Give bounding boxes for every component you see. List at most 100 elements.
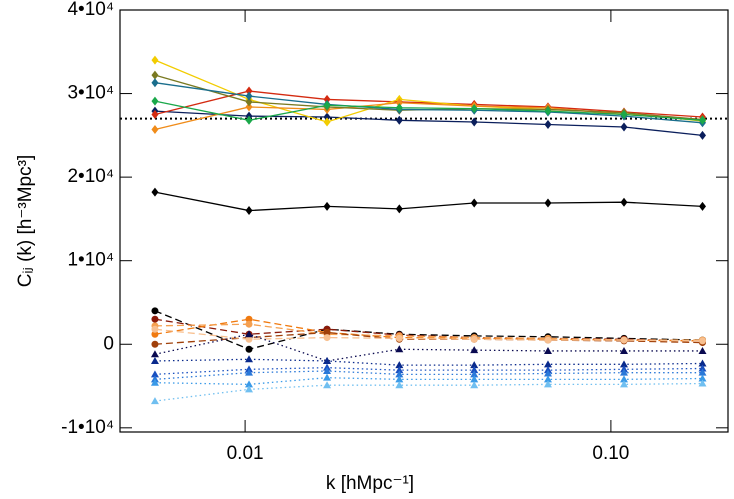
marker (245, 102, 253, 112)
marker (245, 330, 254, 338)
series-line (154, 110, 703, 136)
marker (619, 380, 628, 388)
marker (395, 366, 404, 374)
marker (245, 315, 253, 323)
marker (470, 335, 478, 343)
marker (395, 103, 403, 113)
marker (698, 337, 706, 345)
marker (151, 96, 159, 106)
series-line (154, 74, 703, 121)
marker (245, 380, 254, 388)
marker (470, 104, 478, 114)
marker (698, 201, 706, 211)
marker (150, 378, 159, 386)
marker (620, 197, 628, 207)
marker (323, 366, 332, 374)
marker (698, 130, 706, 140)
marker (395, 370, 404, 378)
marker (245, 335, 253, 343)
marker (245, 91, 253, 101)
marker (470, 346, 479, 354)
marker (151, 124, 159, 134)
marker (698, 364, 707, 372)
marker (151, 78, 159, 88)
y-tick-label: 1•10⁴ (67, 250, 114, 271)
marker (150, 350, 159, 358)
marker (395, 361, 404, 369)
y-tick-label: 4•10⁴ (67, 0, 114, 20)
series-line (154, 382, 703, 402)
y-tick-label: 2•10⁴ (67, 166, 114, 187)
marker (543, 360, 552, 368)
marker (323, 100, 331, 110)
marker (543, 375, 552, 383)
marker (395, 334, 403, 342)
marker (151, 315, 159, 323)
marker (151, 340, 159, 348)
marker (245, 320, 253, 328)
marker (698, 359, 707, 367)
marker (698, 379, 707, 387)
y-tick-label: 3•10⁴ (67, 83, 114, 104)
marker (395, 375, 404, 383)
y-tick-label: -1•10⁴ (61, 417, 114, 438)
series-line (154, 82, 703, 124)
marker (698, 346, 707, 354)
marker (245, 86, 253, 96)
marker (245, 355, 254, 363)
marker (470, 198, 478, 208)
marker (544, 198, 552, 208)
marker (245, 368, 254, 376)
marker (150, 370, 159, 378)
marker (245, 115, 253, 125)
series-line (154, 100, 703, 121)
marker (620, 336, 628, 344)
marker (470, 361, 479, 369)
marker (245, 345, 253, 353)
marker (698, 368, 707, 376)
marker (543, 369, 552, 377)
marker (245, 97, 253, 107)
y-tick-label: 0 (103, 333, 114, 354)
marker (698, 374, 707, 382)
marker (323, 112, 331, 122)
marker (323, 94, 331, 104)
marker (619, 346, 628, 354)
marker (151, 330, 159, 338)
marker (619, 360, 628, 368)
series-line (154, 333, 703, 362)
x-tick-label: 0.10 (592, 443, 629, 464)
marker (150, 397, 159, 405)
x-axis-label: k [hMpc⁻¹] (326, 473, 414, 494)
marker (395, 115, 403, 125)
marker (620, 122, 628, 132)
series-line (154, 328, 703, 342)
marker (470, 366, 479, 374)
marker (323, 373, 332, 381)
marker (150, 356, 159, 364)
marker (619, 368, 628, 376)
series-line (154, 377, 703, 386)
marker (323, 334, 331, 342)
series-line (154, 331, 703, 345)
marker (151, 187, 159, 197)
x-tick-label: 0.01 (227, 443, 264, 464)
marker (544, 119, 552, 129)
marker (544, 106, 552, 116)
marker (470, 117, 478, 127)
marker (395, 204, 403, 214)
marker (544, 336, 552, 344)
marker (323, 381, 332, 389)
marker (323, 117, 331, 127)
marker (151, 70, 159, 80)
marker (245, 385, 254, 393)
marker (395, 345, 404, 353)
marker (323, 201, 331, 211)
marker (245, 206, 253, 216)
marker (619, 375, 628, 383)
y-axis-label: Cᵢⱼ (k) [h⁻³Mpc³] (15, 155, 36, 287)
marker (620, 109, 628, 119)
marker (323, 356, 332, 364)
marker (543, 346, 552, 354)
